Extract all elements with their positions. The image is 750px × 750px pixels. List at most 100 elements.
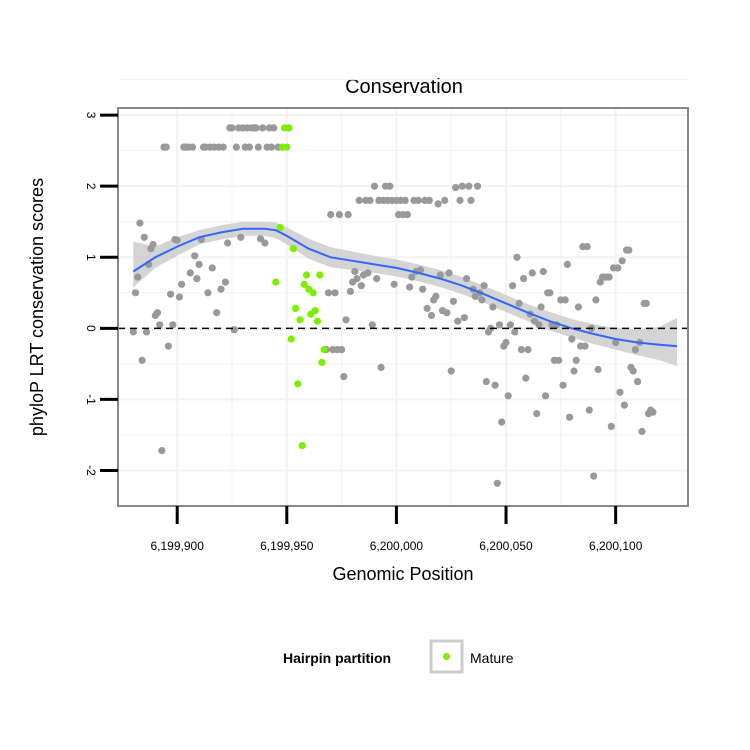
data-point-other	[506, 321, 514, 329]
data-point-other	[515, 299, 523, 307]
data-point-mature	[292, 304, 300, 312]
data-point-other	[230, 326, 238, 334]
data-point-other	[489, 303, 497, 311]
y-tick-label: -1	[84, 394, 98, 405]
data-point-mature	[316, 271, 324, 279]
data-point-other	[585, 406, 593, 414]
data-point-other	[419, 285, 427, 293]
data-point-other	[498, 418, 506, 426]
data-point-other	[373, 275, 381, 283]
data-point-other	[620, 401, 629, 409]
data-point-other	[454, 317, 462, 325]
data-point-other	[213, 309, 221, 317]
data-point-other	[408, 273, 416, 281]
data-point-other	[188, 143, 197, 151]
data-point-other	[513, 253, 521, 261]
data-point-mature	[302, 271, 311, 279]
data-point-other	[528, 269, 536, 277]
x-axis: 6,199,900 6,199,950 6,200,000 6,200,050 6,20…	[151, 506, 643, 553]
data-point-other	[638, 427, 646, 435]
data-point-other	[370, 182, 379, 190]
data-point-other	[432, 292, 440, 300]
data-point-other	[406, 283, 414, 291]
data-point-other	[482, 378, 490, 386]
data-point-other	[524, 346, 532, 354]
data-point-other	[136, 219, 144, 227]
panel-background	[118, 108, 688, 506]
data-point-other	[414, 196, 422, 204]
data-point-other	[353, 275, 361, 283]
data-point-other	[511, 328, 519, 336]
data-point-mature	[298, 442, 306, 450]
data-point-other	[131, 289, 140, 297]
data-point-other	[228, 124, 236, 132]
data-point-other	[592, 296, 600, 304]
data-point-other	[237, 233, 245, 241]
data-point-other	[520, 275, 528, 283]
data-point-other	[452, 184, 460, 192]
data-point-other	[590, 472, 598, 480]
y-tick-label: 1	[84, 254, 98, 261]
data-point-other	[331, 289, 339, 297]
data-point-other	[162, 143, 170, 151]
data-point-other	[563, 260, 572, 268]
data-point-other	[425, 196, 433, 204]
data-point-other	[173, 236, 181, 244]
grid-lines	[118, 79, 688, 506]
data-point-other	[346, 287, 354, 295]
data-point-other	[178, 280, 186, 288]
data-point-other	[561, 296, 569, 304]
confidence-ribbon	[133, 221, 678, 366]
data-point-other	[594, 365, 602, 374]
data-point-other	[502, 338, 510, 347]
data-point-mature	[300, 280, 308, 288]
data-point-other	[541, 392, 550, 400]
data-point-other	[581, 342, 589, 350]
data-point-other	[355, 196, 363, 204]
data-point-mature	[311, 307, 319, 315]
data-point-other	[219, 143, 227, 151]
data-point-other	[533, 410, 541, 418]
data-point-other	[605, 273, 613, 281]
data-point-mature	[309, 289, 317, 297]
data-point-other	[324, 289, 333, 297]
data-point-other	[167, 290, 175, 298]
data-point-other	[537, 303, 545, 311]
data-point-other	[493, 479, 501, 487]
data-point-other	[517, 346, 526, 354]
y-tick-label: 2	[84, 183, 98, 190]
data-point-other	[342, 316, 350, 324]
y-tick-label: 0	[84, 325, 98, 332]
legend-label-mature: Mature	[470, 650, 514, 666]
data-point-other	[193, 275, 201, 283]
data-point-other	[390, 280, 398, 288]
data-point-other	[634, 378, 642, 386]
data-point-other	[449, 297, 457, 305]
data-point-other	[463, 275, 471, 283]
data-point-other	[335, 211, 343, 219]
data-point-other	[169, 321, 177, 329]
data-point-other	[195, 260, 203, 268]
data-point-other	[522, 374, 530, 382]
data-point-other	[480, 282, 488, 290]
data-point-mature	[320, 346, 328, 354]
data-point-mature	[289, 245, 297, 253]
data-point-other	[607, 422, 615, 430]
data-point-other	[364, 269, 372, 277]
data-point-other	[495, 321, 504, 329]
data-point-other	[338, 346, 346, 354]
data-point-other	[217, 285, 225, 293]
x-tick-label: 6,200,000	[370, 539, 424, 553]
smooth-line-layer	[132, 227, 678, 348]
data-point-other	[614, 264, 622, 272]
data-point-other	[164, 342, 172, 350]
data-point-mature	[276, 223, 284, 231]
data-point-other	[456, 196, 464, 204]
data-point-other	[447, 367, 455, 375]
data-point-other	[642, 299, 650, 307]
data-point-other	[138, 356, 146, 364]
data-point-other	[344, 211, 352, 219]
points-other-series	[129, 124, 657, 487]
data-point-other	[351, 267, 359, 276]
